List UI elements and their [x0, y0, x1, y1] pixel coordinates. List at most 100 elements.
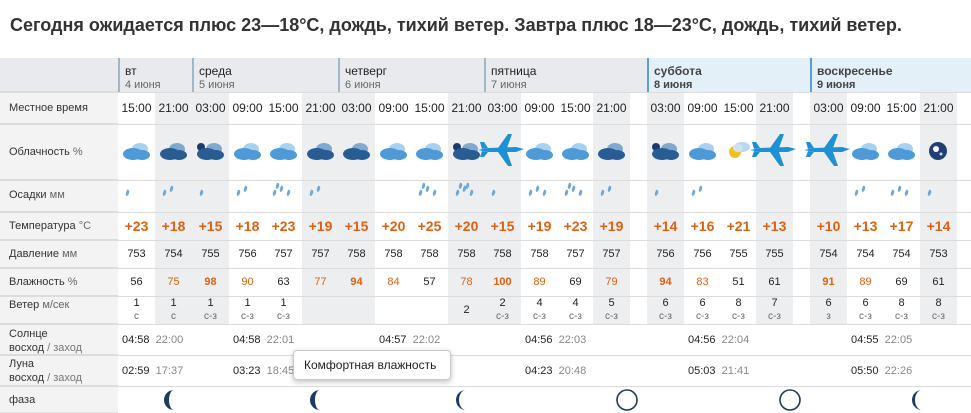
humidity-value: 56: [130, 276, 143, 288]
wind-value: 2: [448, 296, 485, 324]
wind-speed: 8: [898, 297, 905, 309]
humidity-value: 90: [241, 276, 254, 288]
wind-direction: с-з: [605, 311, 618, 322]
moonset-value: 17:37: [155, 364, 184, 377]
humidity-value: 91: [822, 276, 835, 288]
time-value: 21:00: [923, 101, 954, 115]
day-header[interactable]: воскресенье 9 июня: [810, 58, 971, 92]
wind-speed: 6: [862, 297, 869, 309]
forecast-slot: 15:00 +23 757 63 1 с-з: [265, 58, 302, 413]
forecast-slot: 21:00 +14 753 61 8 с-з: [920, 92, 957, 324]
label-sub: восход: [9, 342, 45, 354]
wind-value: 1 с-з: [192, 296, 229, 324]
rain-drop-icon: [465, 182, 470, 190]
temperature-value: +21: [726, 218, 751, 234]
temperature-value: +23: [271, 218, 296, 234]
sunset-value: 22:02: [412, 333, 441, 346]
pressure-value: 758: [384, 248, 403, 260]
wind-value: 8 с-з: [720, 296, 757, 324]
day-header[interactable]: среда 5 июня: [192, 58, 338, 92]
humidity-value: 77: [314, 276, 327, 288]
humidity-value: 79: [605, 276, 618, 288]
temperature-value: +13: [762, 218, 787, 234]
day-header[interactable]: вт 4 июня: [118, 58, 192, 92]
cloud-rain-icon: [234, 143, 261, 160]
pressure-value: 758: [530, 248, 549, 260]
moon-phase-icon: [912, 390, 922, 410]
day-date: 9 июня: [817, 79, 856, 91]
sunrise-value: 04:58: [122, 333, 150, 346]
time-value: 15:00: [121, 101, 152, 115]
forecast-slot: 21:00 +18 754 75 1 с: [155, 92, 192, 324]
partly-sunny-icon: [729, 142, 750, 158]
cloud-rain-icon: [123, 143, 150, 160]
moon-phase-icon: [779, 389, 801, 411]
cloud-rain-icon: [888, 143, 915, 160]
wind-direction: с-з: [496, 311, 509, 322]
temperature-value: +17: [889, 218, 914, 234]
moon-times: 05:03 21:41: [684, 355, 764, 386]
sun-times: 04:58 22:01: [229, 324, 309, 355]
sun-times: 04:56 22:04: [684, 324, 764, 355]
rain-drop-icon: [425, 185, 430, 193]
rain-drop-icon: [125, 189, 130, 197]
wind-value: 1 с-з: [265, 296, 302, 324]
sun-times: 04:55 22:05: [847, 324, 927, 355]
sun-times: 04:58 22:00: [118, 324, 198, 355]
wind-value: 6 с-з: [684, 296, 721, 324]
row-divider: [0, 268, 971, 269]
temperature-value: +15: [490, 218, 515, 234]
wind-value: 8 с-з: [920, 296, 957, 324]
humidity-value: 69: [569, 276, 582, 288]
rain-drop-icon: [236, 189, 241, 197]
wind-speed: 1: [133, 297, 140, 309]
label-moon: Луна восход / заход: [0, 355, 118, 386]
forecast-slot: 09:00 +19 758 89 4 с-з: [521, 58, 558, 413]
forecast-slot: 15:00 +17 754 69 8 с-з: [883, 58, 920, 413]
rain-drop-icon: [927, 189, 932, 197]
rain-drop-icon: [890, 189, 895, 197]
sun-times: 04:57 22:02: [375, 324, 455, 355]
day-header[interactable]: суббота 8 июня: [647, 58, 810, 92]
forecast-slot: 15:00 +21 755 51 8 с-з: [720, 58, 757, 413]
forecast-slot: 21:00 +19 757 77: [302, 92, 339, 324]
moonset-value: 22:26: [884, 364, 913, 377]
day-date: 8 июня: [654, 79, 693, 91]
rain-drop-icon: [162, 189, 167, 197]
day-name: вт: [125, 64, 137, 78]
cloud-rain-icon: [689, 143, 716, 160]
time-value: 21:00: [305, 101, 336, 115]
wind-direction: с-з: [569, 311, 582, 322]
pressure-value: 755: [765, 248, 784, 260]
wind-value: 4 с-з: [557, 296, 594, 324]
label-unit: мм: [49, 189, 65, 201]
humidity-value: 84: [387, 276, 400, 288]
temperature-value: +19: [308, 218, 333, 234]
wind-speed: 4: [572, 297, 579, 309]
rain-drop-icon: [654, 189, 659, 197]
rain-drop-icon: [272, 189, 277, 197]
forecast-slot: 03:00 +15 755 98 1 с-з: [192, 92, 229, 324]
moonrise-value: 03:23: [233, 364, 261, 377]
label-unit: °C: [78, 220, 92, 232]
sun-times: 04:56 22:03: [521, 324, 601, 355]
rain-drop-icon: [199, 189, 204, 197]
temperature-value: +15: [198, 218, 223, 234]
wind-value: [411, 296, 448, 324]
row-divider: [0, 324, 971, 325]
day-header[interactable]: пятница 7 июня: [484, 58, 647, 92]
pressure-value: 757: [311, 248, 330, 260]
moon-times: 05:50 22:26: [847, 355, 927, 386]
wind-speed: 8: [935, 297, 942, 309]
day-header[interactable]: четверг 6 июня: [338, 58, 484, 92]
wind-direction: с-з: [696, 311, 709, 322]
pressure-value: 757: [602, 248, 621, 260]
wind-direction: с-з: [732, 311, 745, 322]
pressure-value: 758: [347, 248, 366, 260]
label-text: фаза: [9, 394, 36, 406]
day-name: суббота: [654, 64, 702, 78]
humidity-tooltip: Комфортная влажность: [293, 350, 451, 380]
temperature-value: +23: [563, 218, 588, 234]
wind-direction: з: [826, 311, 831, 322]
wind-direction: с-з: [859, 311, 872, 322]
